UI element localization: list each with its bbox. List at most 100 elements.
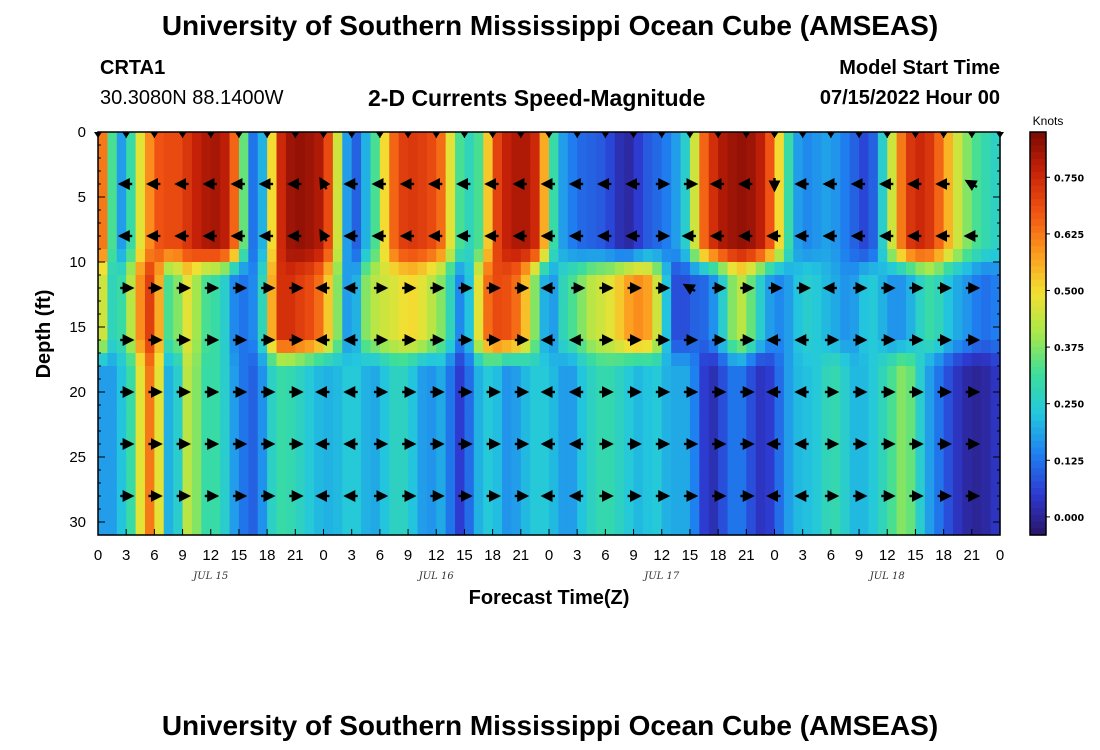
heatmap-cell: [295, 470, 306, 484]
heatmap-cell: [830, 158, 841, 172]
heatmap-cell: [990, 444, 1001, 458]
heatmap-cell: [502, 340, 513, 354]
heatmap-cell: [793, 522, 804, 536]
heatmap-cell: [624, 418, 635, 432]
heatmap-cell: [849, 184, 860, 198]
heatmap-cell: [398, 132, 409, 146]
heatmap-cell: [990, 405, 1001, 419]
heatmap-cell: [783, 145, 794, 159]
heatmap-cell: [314, 314, 325, 328]
heatmap-cell: [304, 184, 315, 198]
heatmap-cell: [859, 470, 870, 484]
heatmap-cell: [304, 444, 315, 458]
heatmap-cell: [736, 184, 747, 198]
heatmap-cell: [990, 353, 1001, 367]
heatmap-cell: [455, 184, 466, 198]
heatmap-cell: [220, 470, 231, 484]
heatmap-cell: [229, 431, 240, 445]
heatmap-cell: [962, 132, 973, 146]
heatmap-cell: [661, 509, 672, 523]
heatmap-cell: [802, 522, 813, 536]
heatmap-cell: [915, 158, 926, 172]
heatmap-cell: [163, 327, 174, 341]
heatmap-cell: [135, 327, 146, 341]
heatmap-cell: [689, 418, 700, 432]
heatmap-cell: [502, 288, 513, 302]
heatmap-cell: [699, 171, 710, 185]
heatmap-cell: [210, 340, 221, 354]
heatmap-cell: [783, 301, 794, 315]
heatmap-cell: [257, 171, 268, 185]
heatmap-cell: [642, 418, 653, 432]
heatmap-cell: [849, 288, 860, 302]
heatmap-cell: [173, 392, 184, 406]
heatmap-cell: [455, 522, 466, 536]
heatmap-cell: [765, 288, 776, 302]
heatmap-cell: [361, 314, 372, 328]
heatmap-cell: [238, 353, 249, 367]
heatmap-cell: [295, 405, 306, 419]
heatmap-cell: [689, 327, 700, 341]
heatmap-cell: [154, 210, 165, 224]
heatmap-cell: [802, 223, 813, 237]
heatmap-cell: [558, 522, 569, 536]
heatmap-cell: [849, 340, 860, 354]
heatmap-cell: [962, 327, 973, 341]
heatmap-cell: [530, 184, 541, 198]
heatmap-cell: [323, 288, 334, 302]
heatmap-cell: [182, 379, 193, 393]
heatmap-cell: [248, 392, 259, 406]
heatmap-cell: [953, 353, 964, 367]
heatmap-cell: [370, 379, 381, 393]
heatmap-cell: [314, 353, 325, 367]
heatmap-cell: [765, 132, 776, 146]
heatmap-cell: [990, 483, 1001, 497]
heatmap-cell: [370, 392, 381, 406]
heatmap-cell: [98, 145, 108, 159]
heatmap-cell: [285, 184, 296, 198]
heatmap-cell: [492, 145, 503, 159]
heatmap-cell: [107, 314, 118, 328]
heatmap-cell: [802, 353, 813, 367]
heatmap-cell: [765, 444, 776, 458]
heatmap-cell: [163, 431, 174, 445]
heatmap-cell: [173, 314, 184, 328]
heatmap-cell: [201, 418, 212, 432]
heatmap-cell: [802, 236, 813, 250]
heatmap-cell: [483, 444, 494, 458]
heatmap-cell: [473, 496, 484, 510]
heatmap-cell: [98, 379, 108, 393]
heatmap-cell: [859, 249, 870, 263]
heatmap-cell: [906, 496, 917, 510]
heatmap-cell: [934, 197, 945, 211]
heatmap-cell: [877, 522, 888, 536]
heatmap-cell: [229, 366, 240, 380]
heatmap-cell: [699, 223, 710, 237]
heatmap-cell: [154, 288, 165, 302]
heatmap-cell: [915, 379, 926, 393]
heatmap-cell: [464, 509, 475, 523]
heatmap-cell: [332, 366, 343, 380]
heatmap-cell: [821, 431, 832, 445]
heatmap-cell: [830, 145, 841, 159]
heatmap-cell: [943, 483, 954, 497]
heatmap-cell: [492, 249, 503, 263]
heatmap-cell: [830, 353, 841, 367]
heatmap-cell: [191, 223, 202, 237]
heatmap-cell: [943, 418, 954, 432]
heatmap-cell: [765, 145, 776, 159]
heatmap-cell: [718, 496, 729, 510]
heatmap-cell: [549, 223, 559, 237]
heatmap-cell: [661, 223, 672, 237]
heatmap-cell: [642, 171, 653, 185]
heatmap-cell: [135, 171, 146, 185]
heatmap-cell: [642, 249, 653, 263]
heatmap-cell: [276, 171, 287, 185]
heatmap-cell: [511, 483, 522, 497]
heatmap-cell: [718, 470, 729, 484]
heatmap-cell: [953, 301, 964, 315]
heatmap-cell: [285, 301, 296, 315]
heatmap-cell: [304, 379, 315, 393]
heatmap-cell: [370, 249, 381, 263]
heatmap-cell: [361, 171, 372, 185]
